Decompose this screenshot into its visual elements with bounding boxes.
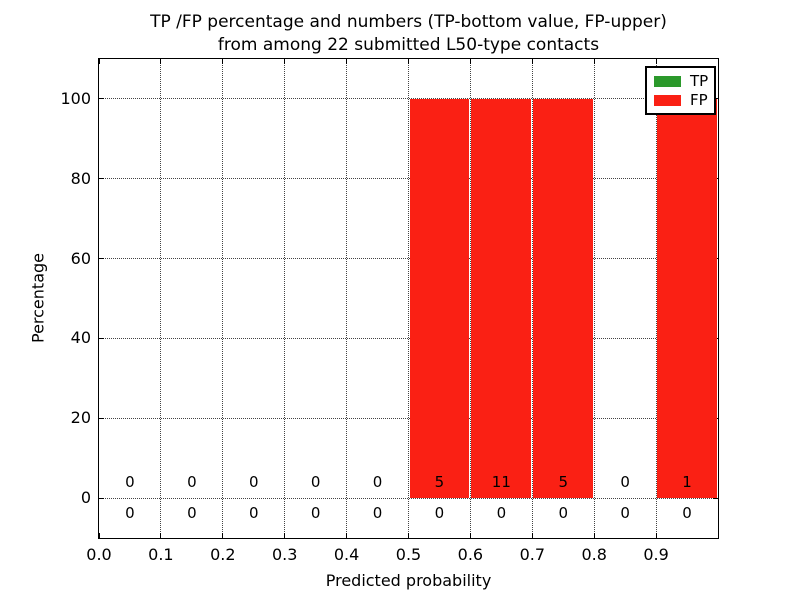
x-gridline <box>160 59 162 538</box>
legend-swatch-fp <box>654 95 681 106</box>
legend-swatch-tp <box>654 76 681 87</box>
legend-item-fp: FP <box>647 91 714 110</box>
count-label-tp: 0 <box>248 504 259 523</box>
x-gridline <box>284 59 286 538</box>
histogram-bar-fp <box>471 98 532 499</box>
x-gridline <box>593 59 595 538</box>
x-tick-label: 0.5 <box>395 545 422 564</box>
x-tick-bottom <box>160 533 162 538</box>
x-tick-label: 0.4 <box>333 545 360 564</box>
count-label-tp: 0 <box>620 504 630 523</box>
x-tick-top <box>346 59 348 64</box>
x-tick-top <box>655 59 657 64</box>
count-label-fp: 0 <box>248 473 259 492</box>
y-gridline <box>99 417 718 419</box>
y-gridline <box>99 258 718 260</box>
y-tick-left <box>99 417 104 419</box>
count-label-tp: 0 <box>372 504 383 523</box>
count-label-fp: 5 <box>434 473 445 492</box>
y-gridline <box>99 178 718 180</box>
histogram-bar-fp <box>657 98 717 499</box>
x-tick-label: 0.1 <box>148 545 174 564</box>
legend-item-tp: TP <box>647 72 714 91</box>
x-gridline <box>346 59 348 538</box>
legend-label: TP <box>690 72 709 90</box>
x-tick-bottom <box>284 533 286 538</box>
count-label-fp: 0 <box>187 473 197 492</box>
x-gridline <box>222 59 224 538</box>
count-label-tp: 0 <box>310 504 321 523</box>
y-tick-label: 80 <box>70 168 91 188</box>
histogram-bar-fp <box>409 98 470 499</box>
y-tick-left <box>99 258 104 260</box>
x-gridline <box>408 59 409 538</box>
x-tick-bottom <box>98 533 100 538</box>
x-tick-label: 0.9 <box>643 545 669 564</box>
y-tick-left <box>99 497 104 499</box>
y-tick-left <box>99 178 104 180</box>
count-label-tp: 0 <box>434 504 445 523</box>
x-tick-label: 0.6 <box>457 545 484 564</box>
count-label-tp: 0 <box>558 504 569 523</box>
chart-title: TP /FP percentage and numbers (TP-bottom… <box>98 11 719 57</box>
y-gridline <box>99 98 718 100</box>
plot-area: 0.0 0.1 0.2 0.3 0.4 0.5 0.6 0.7 0.8 0.9 0 20 40 60 80 1… <box>60 58 719 564</box>
x-tick-top <box>160 59 162 64</box>
x-tick-bottom <box>408 533 409 538</box>
count-label-tp: 0 <box>125 504 135 523</box>
x-tick-bottom <box>531 533 533 538</box>
count-label-tp: 0 <box>496 504 507 523</box>
x-tick-top <box>408 59 409 64</box>
legend-label: FP <box>690 91 708 109</box>
legend: TP FP <box>645 66 716 115</box>
x-gridline <box>655 59 657 538</box>
y-tick-label: 60 <box>70 248 91 268</box>
x-tick-bottom <box>469 533 471 538</box>
x-tick-bottom <box>655 533 657 538</box>
x-tick-top <box>284 59 286 64</box>
count-label-tp: 0 <box>682 504 692 523</box>
y-gridline <box>99 497 718 499</box>
chart-title-line1: TP /FP percentage and numbers (TP-bottom… <box>150 12 667 32</box>
y-tick-label: 0 <box>80 488 91 508</box>
x-tick-bottom <box>346 533 348 538</box>
y-tick-left <box>99 98 104 100</box>
x-tick-bottom <box>222 533 224 538</box>
x-axis-label: Predicted probability <box>325 571 492 590</box>
count-label-fp: 0 <box>310 473 321 492</box>
count-label-fp: 11 <box>491 473 511 492</box>
count-label-fp: 0 <box>372 473 383 492</box>
x-gridline <box>531 59 533 538</box>
count-label-fp: 0 <box>620 473 630 492</box>
count-label-tp: 0 <box>187 504 197 523</box>
x-tick-label: 0.3 <box>271 545 298 564</box>
y-tick-right <box>713 497 718 499</box>
count-label-fp: 0 <box>125 473 135 492</box>
y-gridline <box>99 337 718 339</box>
x-tick-bottom <box>593 533 595 538</box>
x-tick-top <box>98 59 100 64</box>
x-tick-label: 0.7 <box>519 545 546 564</box>
count-label-fp: 5 <box>558 473 569 492</box>
y-tick-label: 20 <box>70 408 91 428</box>
count-label-fp: 1 <box>682 473 692 492</box>
x-tick-label: 0.8 <box>581 545 607 564</box>
y-tick-label: 40 <box>70 328 91 348</box>
histogram-bar-fp <box>533 98 594 499</box>
y-tick-left <box>99 337 104 339</box>
x-tick-top <box>469 59 471 64</box>
chart-title-line2: from among 22 submitted L50-type contact… <box>217 35 600 55</box>
x-tick-top <box>531 59 533 64</box>
x-gridline <box>469 59 471 538</box>
x-tick-top <box>593 59 595 64</box>
x-tick-label: 0.0 <box>86 545 112 564</box>
x-tick-label: 0.2 <box>210 545 236 564</box>
x-tick-top <box>222 59 224 64</box>
y-tick-label: 100 <box>60 88 91 108</box>
